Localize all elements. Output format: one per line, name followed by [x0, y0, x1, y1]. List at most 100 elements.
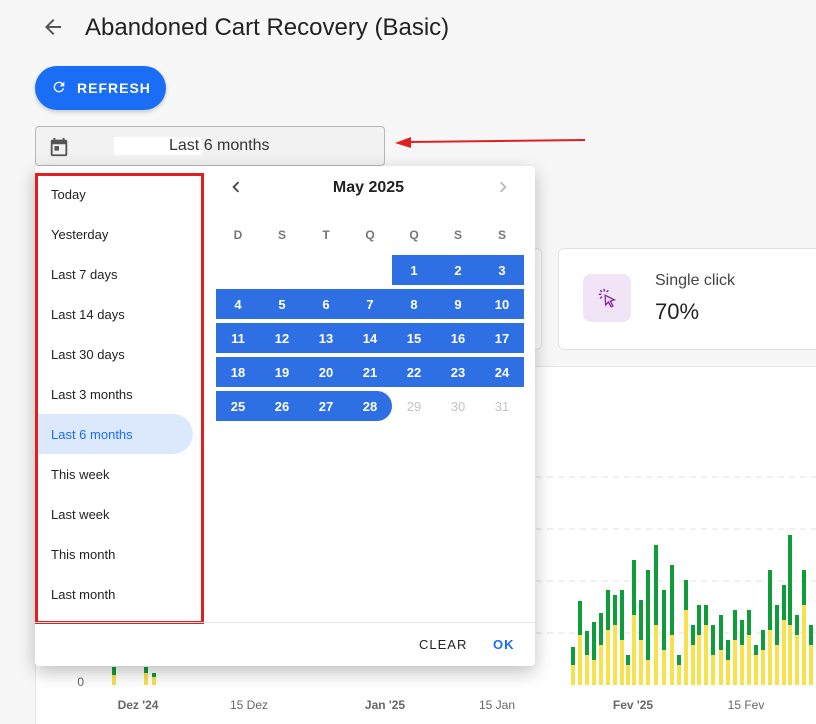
preset-item[interactable]: Yesterday: [51, 226, 109, 242]
date-range-field[interactable]: Last 6 months: [35, 126, 385, 166]
bar-primary: [747, 635, 751, 685]
calendar-day[interactable]: 16: [436, 323, 480, 353]
chevron-left-icon[interactable]: [225, 176, 247, 203]
calendar-day[interactable]: 5: [260, 289, 304, 319]
ok-button[interactable]: OK: [493, 637, 515, 652]
preset-item[interactable]: Last month: [51, 586, 116, 602]
calendar-day[interactable]: 9: [436, 289, 480, 319]
bar-primary: [571, 665, 575, 685]
preset-item[interactable]: Today: [51, 186, 86, 202]
month-label: May 2025: [332, 179, 405, 196]
bar-secondary: [578, 601, 582, 635]
preset-item[interactable]: Last 14 days: [51, 306, 125, 322]
annotation-arrow: [395, 137, 586, 148]
preset-item[interactable]: This week: [51, 466, 110, 482]
y-tick-label: 0: [77, 675, 84, 689]
calendar-day[interactable]: 19: [260, 357, 304, 387]
calendar-day[interactable]: 26: [260, 391, 304, 421]
calendar-day[interactable]: 20: [304, 357, 348, 387]
calendar-icon: [48, 136, 70, 163]
calendar-day[interactable]: 10: [480, 289, 524, 319]
bar-primary: [613, 625, 617, 685]
bar-primary: [761, 650, 765, 685]
bar-primary: [646, 660, 650, 685]
popup-footer: CLEAR OK: [35, 622, 535, 666]
bar-primary: [632, 615, 636, 685]
calendar-day[interactable]: 13: [304, 323, 348, 353]
bar-secondary: [620, 590, 624, 640]
calendar-day[interactable]: 12: [260, 323, 304, 353]
bar-primary: [677, 665, 681, 685]
calendar-day[interactable]: 3: [480, 255, 524, 285]
calendar-day[interactable]: 31: [494, 398, 510, 414]
x-tick-label: Dez '24: [118, 698, 159, 712]
date-range-value: Last 6 months: [169, 137, 270, 154]
bar-secondary: [599, 613, 603, 645]
preset-item[interactable]: This month: [51, 546, 116, 562]
bar-secondary: [711, 625, 715, 655]
bar-secondary: [654, 545, 658, 625]
back-arrow-icon[interactable]: [40, 14, 66, 40]
preset-item[interactable]: Last 3 months: [51, 386, 133, 402]
bar-secondary: [152, 673, 156, 677]
calendar-day[interactable]: 23: [436, 357, 480, 387]
bar-secondary: [733, 610, 737, 640]
calendar-day[interactable]: 21: [348, 357, 392, 387]
calendar-day[interactable]: 4: [216, 289, 260, 319]
chevron-right-icon[interactable]: [492, 176, 514, 203]
bar-primary: [606, 630, 610, 685]
bar-secondary: [754, 645, 758, 655]
preset-item[interactable]: Last 6 months: [35, 414, 193, 454]
x-tick-label: 15 Dez: [230, 698, 268, 712]
refresh-button[interactable]: REFRESH: [35, 66, 166, 110]
preset-list: Today Yesterday Last 7 days Last 14 days Las…: [35, 174, 203, 614]
page-title: Abandoned Cart Recovery (Basic): [85, 14, 450, 41]
calendar-day[interactable]: 11: [216, 323, 260, 353]
weekday-label: Q: [409, 228, 419, 242]
calendar-day[interactable]: 30: [450, 398, 466, 414]
bar-secondary: [670, 565, 674, 635]
calendar-day[interactable]: 1: [392, 255, 436, 285]
calendar-day[interactable]: 2: [436, 255, 480, 285]
bar-primary: [768, 630, 772, 685]
preset-item[interactable]: Last 30 days: [51, 346, 125, 362]
bar-secondary: [740, 620, 744, 645]
calendar-day[interactable]: 22: [392, 357, 436, 387]
calendar-day[interactable]: 29: [406, 398, 422, 414]
calendar-day[interactable]: 8: [392, 289, 436, 319]
calendar-day[interactable]: 25: [216, 391, 260, 421]
calendar-day[interactable]: 6: [304, 289, 348, 319]
bar-secondary: [802, 570, 806, 605]
bar-primary: [782, 620, 786, 685]
bar-secondary: [788, 535, 792, 625]
bar-secondary: [606, 590, 610, 630]
weekday-label: D: [233, 228, 243, 242]
bar-primary: [726, 660, 730, 685]
bar-secondary: [775, 605, 779, 645]
calendar-day[interactable]: 15: [392, 323, 436, 353]
bar-secondary: [571, 647, 575, 665]
bar-secondary: [726, 640, 730, 660]
calendar-day[interactable]: 27: [304, 391, 348, 421]
bar-primary: [620, 640, 624, 685]
calendar-day[interactable]: 7: [348, 289, 392, 319]
preset-item[interactable]: Last week: [51, 506, 110, 522]
calendar-day[interactable]: 28: [348, 391, 392, 421]
bar-secondary: [662, 590, 666, 650]
calendar-day[interactable]: 24: [480, 357, 524, 387]
stat-label: Single click: [655, 272, 736, 289]
calendar-day[interactable]: 14: [348, 323, 392, 353]
clear-button[interactable]: CLEAR: [419, 637, 468, 652]
bar-secondary: [782, 585, 786, 620]
calendar-day[interactable]: 18: [216, 357, 260, 387]
bar-secondary: [112, 667, 116, 675]
preset-item[interactable]: Last 7 days: [51, 266, 118, 282]
bar-primary: [592, 660, 596, 685]
bar-primary: [704, 625, 708, 685]
bar-primary: [662, 650, 666, 685]
header: [40, 14, 66, 40]
stat-card-single-click: Single click 70%: [558, 248, 816, 350]
stat-value: 70%: [655, 299, 700, 324]
calendar-day[interactable]: 17: [480, 323, 524, 353]
bar-primary: [152, 677, 156, 685]
